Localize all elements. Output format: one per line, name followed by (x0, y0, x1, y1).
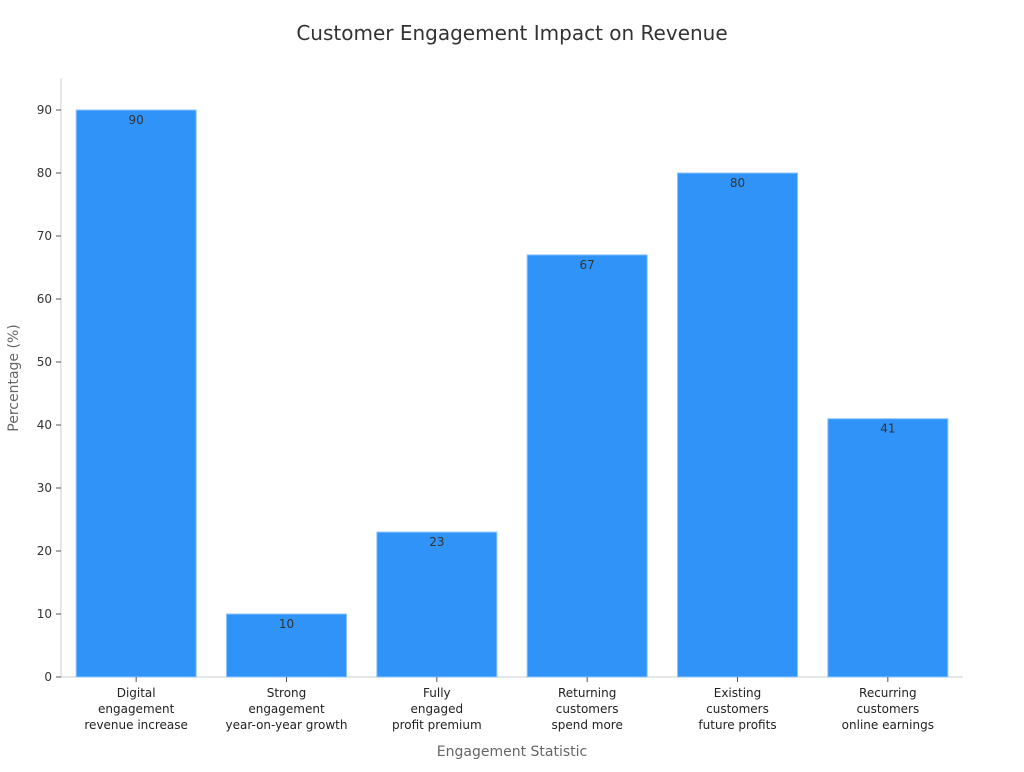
y-tick-label: 40 (37, 418, 52, 432)
y-tick-label: 70 (37, 229, 52, 243)
x-tick-label: profit premium (392, 718, 482, 732)
data-label: 23 (429, 535, 444, 549)
x-tick-label: Returning (558, 686, 616, 700)
bar (226, 613, 347, 678)
data-label: 10 (279, 617, 294, 631)
x-tick-label: spend more (551, 718, 622, 732)
bar (827, 418, 949, 678)
y-tick-label: 60 (37, 292, 52, 306)
y-tick-label: 90 (37, 103, 52, 117)
x-tick-label: year-on-year growth (226, 718, 348, 732)
y-tick-label: 50 (37, 355, 52, 369)
bar (376, 531, 498, 678)
x-tick-label: Existing (714, 686, 762, 700)
data-label: 67 (580, 258, 595, 272)
y-axis-label: Percentage (%) (6, 324, 22, 431)
x-tick-label: Digital (117, 686, 156, 700)
x-tick-label: Recurring (859, 686, 917, 700)
data-label: 90 (129, 113, 144, 127)
chart-title: Customer Engagement Impact on Revenue (296, 21, 727, 45)
y-tick-label: 30 (37, 481, 52, 495)
bar (677, 172, 798, 678)
y-tick-label: 0 (44, 670, 52, 684)
x-axis-label: Engagement Statistic (437, 744, 587, 760)
x-tick-label: revenue increase (84, 718, 188, 732)
y-tick-label: 80 (37, 166, 52, 180)
x-tick-label: Strong (267, 686, 307, 700)
x-tick-label: customers (556, 702, 619, 716)
data-label: 41 (880, 422, 895, 436)
x-tick-label: Fully (423, 686, 451, 700)
x-tick-label: engagement (248, 702, 325, 716)
y-tick-label: 20 (37, 544, 52, 558)
bar (75, 109, 197, 678)
bar (526, 254, 648, 678)
x-tick-label: future profits (698, 718, 776, 732)
data-label: 80 (730, 176, 745, 190)
x-tick-label: customers (856, 702, 919, 716)
x-tick-label: engaged (411, 702, 464, 716)
x-tick-label: engagement (98, 702, 175, 716)
x-tick-label: customers (706, 702, 769, 716)
x-tick-label: online earnings (842, 718, 934, 732)
y-tick-label: 10 (37, 607, 52, 621)
